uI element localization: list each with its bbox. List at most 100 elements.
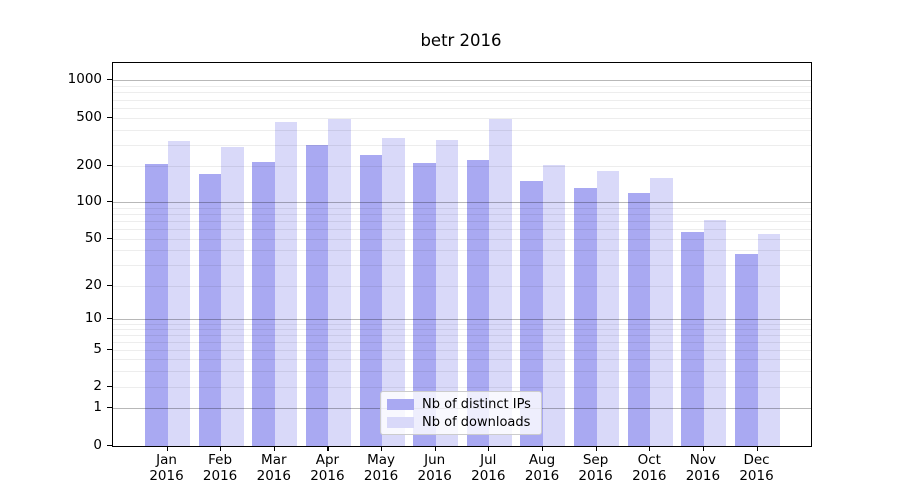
y-tick-label: 2 — [93, 378, 102, 394]
y-tick-mark — [107, 349, 112, 351]
y-tick-mark — [107, 318, 112, 320]
y-tick-label: 1000 — [67, 71, 102, 87]
x-tick-mark — [220, 447, 222, 451]
bar-downloads-feb — [221, 147, 244, 446]
x-tick-mark — [166, 447, 168, 451]
x-tick-label: Aug 2016 — [524, 452, 560, 484]
bar-distinct-ips-dec — [735, 254, 758, 446]
bar-distinct-ips-apr — [305, 144, 329, 446]
bar-downloads-jun — [435, 139, 459, 446]
bar-downloads-sep — [596, 170, 620, 446]
gridline-minor — [113, 229, 811, 231]
y-tick-label: 20 — [84, 276, 102, 293]
gridline-minor — [113, 329, 811, 330]
y-tick-label: 1 — [93, 399, 102, 415]
y-tick-label: 5 — [93, 341, 102, 357]
y-tick-mark — [107, 386, 112, 388]
legend-item-downloads: Nb of downloads — [387, 415, 541, 430]
bar-downloads-jan — [167, 141, 190, 446]
bar-distinct-ips-aug — [520, 180, 543, 446]
legend-swatch-downloads — [387, 416, 414, 428]
gridline-major — [113, 80, 811, 81]
y-tick-mark — [107, 407, 112, 409]
x-tick-mark — [273, 447, 275, 451]
legend-item-distinct-ips: Nb of distinct IPs — [387, 397, 541, 412]
bar-distinct-ips-mar — [252, 162, 275, 446]
gridline-minor — [113, 166, 811, 167]
legend: Nb of distinct IPs Nb of downloads — [380, 391, 542, 435]
gridline-minor — [113, 239, 811, 240]
y-tick-mark — [107, 445, 112, 447]
x-tick-mark — [756, 447, 758, 451]
bar-distinct-ips-sep — [574, 188, 597, 446]
x-tick-mark — [434, 447, 436, 451]
bar-distinct-ips-nov — [681, 232, 704, 446]
gridline-minor — [113, 341, 811, 343]
gridline-minor — [113, 350, 811, 351]
x-tick-mark — [649, 447, 651, 451]
bar-downloads-dec — [757, 233, 781, 446]
gridline-minor — [113, 221, 811, 222]
x-tick-mark — [488, 447, 490, 451]
x-tick-label: Dec 2016 — [739, 452, 774, 484]
x-tick-mark — [381, 447, 383, 451]
x-tick-mark — [327, 447, 329, 451]
gridline-minor — [113, 129, 811, 131]
bar-distinct-ips-jan — [145, 163, 168, 446]
bar-downloads-jul — [489, 119, 512, 446]
bar-downloads-apr — [328, 118, 351, 446]
x-tick-label: May 2016 — [363, 452, 399, 484]
gridline-minor — [113, 213, 811, 215]
x-tick-label: Jul 2016 — [471, 452, 506, 484]
y-tick-label: 200 — [76, 157, 102, 173]
bar-downloads-nov — [703, 219, 727, 446]
y-tick-label: 100 — [76, 193, 102, 209]
bar-downloads-may — [382, 138, 405, 446]
bar-distinct-ips-feb — [198, 173, 222, 446]
y-tick-mark — [107, 284, 112, 286]
gridline-minor — [113, 334, 811, 336]
gridline-minor — [113, 285, 811, 287]
y-tick-mark — [107, 238, 112, 240]
plot-area — [112, 62, 812, 447]
x-tick-label: Jun 2016 — [417, 452, 452, 484]
bar-distinct-ips-jul — [466, 159, 490, 446]
gridline-minor — [113, 108, 811, 109]
gridline-major — [113, 319, 811, 320]
legend-label: Nb of distinct IPs — [422, 396, 531, 412]
bar-downloads-oct — [650, 177, 673, 446]
gridline-minor — [113, 99, 811, 101]
x-tick-label: Oct 2016 — [632, 452, 667, 484]
y-tick-mark — [107, 165, 112, 167]
x-tick-mark — [702, 447, 705, 451]
y-tick-label: 10 — [84, 310, 102, 326]
y-tick-label: 50 — [84, 230, 102, 246]
x-tick-label: Feb 2016 — [202, 452, 238, 484]
legend-swatch-distinct-ips — [387, 398, 414, 410]
bar-distinct-ips-oct — [627, 193, 651, 446]
x-tick-label: Sep 2016 — [578, 452, 613, 484]
gridline-minor — [113, 92, 811, 94]
gridline-minor — [113, 387, 811, 388]
y-tick-label: 0 — [93, 437, 102, 453]
x-tick-label: Mar 2016 — [256, 452, 291, 484]
gridline-minor — [113, 359, 811, 360]
gridline-minor — [113, 118, 811, 119]
bar-downloads-mar — [274, 122, 298, 446]
legend-label: Nb of downloads — [422, 414, 531, 430]
bar-distinct-ips-jun — [413, 163, 436, 446]
y-tick-label: 500 — [76, 109, 102, 125]
y-tick-mark — [107, 117, 112, 119]
gridline-minor — [113, 370, 811, 372]
x-tick-label: Apr 2016 — [310, 452, 345, 484]
gridline-minor — [113, 250, 811, 252]
x-tick-mark — [595, 447, 597, 451]
gridline-minor — [113, 144, 811, 146]
gridline-minor — [113, 323, 811, 325]
gridline-major — [113, 202, 811, 203]
bar-downloads-aug — [542, 164, 566, 446]
x-tick-label: Jan 2016 — [149, 452, 184, 484]
chart-title: betr 2016 — [420, 31, 502, 50]
x-tick-mark — [542, 447, 544, 451]
